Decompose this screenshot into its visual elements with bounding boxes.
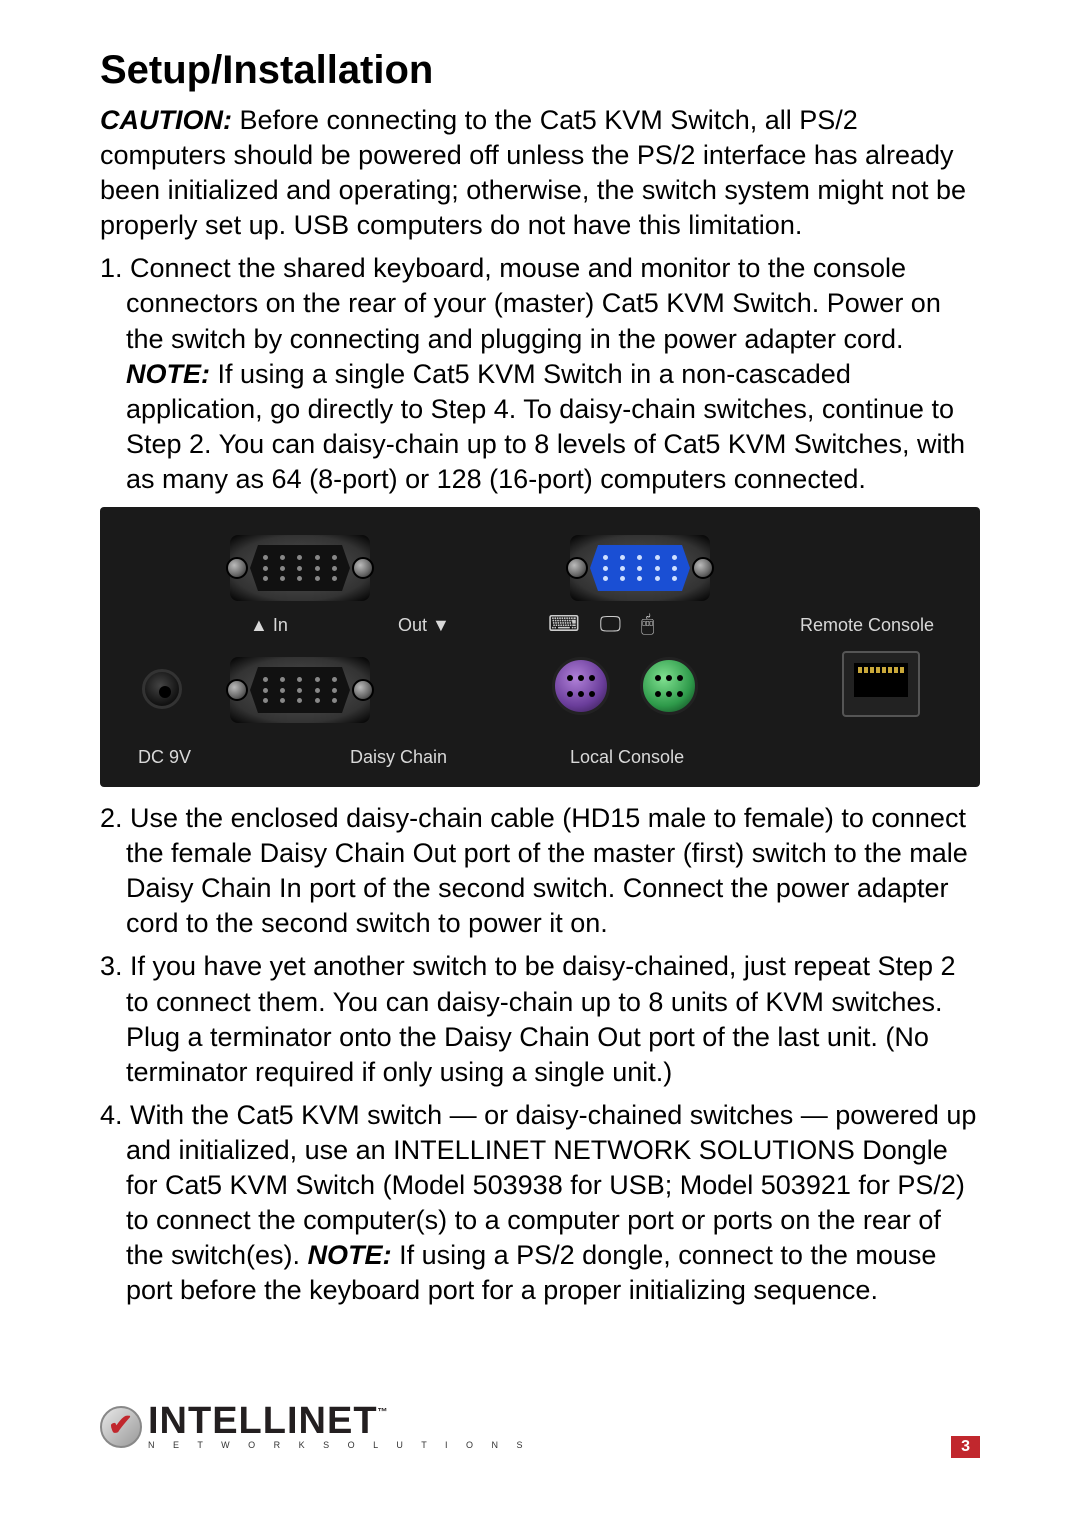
- step-1-note-label: NOTE:: [126, 359, 210, 389]
- caution-label: CAUTION:: [100, 105, 232, 135]
- label-daisy-chain: Daisy Chain: [350, 747, 447, 768]
- step-4: 4. With the Cat5 KVM switch — or daisy-c…: [100, 1098, 980, 1309]
- step-2: 2. Use the enclosed daisy-chain cable (H…: [100, 801, 980, 941]
- device-rear-illustration: ▲ In Out ▼ Remote Console ⌨ 🖵 🖱 DC 9V D: [100, 507, 980, 787]
- mouse-icon: 🖱: [641, 611, 654, 637]
- label-out: Out ▼: [398, 615, 450, 636]
- step-4-note-label: NOTE:: [308, 1240, 392, 1270]
- brand-name: INTELLINET: [148, 1400, 378, 1442]
- label-remote-console: Remote Console: [800, 615, 934, 636]
- step-1-text-a: 1. Connect the shared keyboard, mouse an…: [100, 253, 941, 353]
- brand-logo: INTELLINET™ N E T W O R K S O L U T I O …: [100, 1404, 980, 1450]
- label-in: ▲ In: [250, 615, 288, 636]
- brand-check-icon: [100, 1406, 142, 1448]
- monitor-icon: 🖵: [600, 611, 621, 637]
- label-local-console: Local Console: [570, 747, 684, 768]
- caution-paragraph: CAUTION: Before connecting to the Cat5 K…: [100, 103, 980, 243]
- daisy-chain-in-port: [230, 535, 370, 601]
- page-title: Setup/Installation: [100, 48, 980, 93]
- daisy-chain-out-port: [230, 657, 370, 723]
- step-1-text-b: If using a single Cat5 KVM Switch in a n…: [126, 359, 965, 494]
- page-footer: INTELLINET™ N E T W O R K S O L U T I O …: [100, 1404, 980, 1484]
- step-1: 1. Connect the shared keyboard, mouse an…: [100, 251, 980, 497]
- keyboard-icon: ⌨: [548, 611, 580, 637]
- page-number: 3: [951, 1436, 980, 1458]
- dc-power-jack: [142, 669, 182, 709]
- console-icons: ⌨ 🖵 🖱: [548, 611, 654, 637]
- label-dc9v: DC 9V: [138, 747, 191, 768]
- remote-console-rj45-port: [842, 651, 920, 717]
- ps2-mouse-port: [640, 657, 698, 715]
- ps2-keyboard-port: [552, 657, 610, 715]
- vga-monitor-port: [570, 535, 710, 601]
- trademark-icon: ™: [378, 1407, 389, 1418]
- step-3: 3. If you have yet another switch to be …: [100, 949, 980, 1089]
